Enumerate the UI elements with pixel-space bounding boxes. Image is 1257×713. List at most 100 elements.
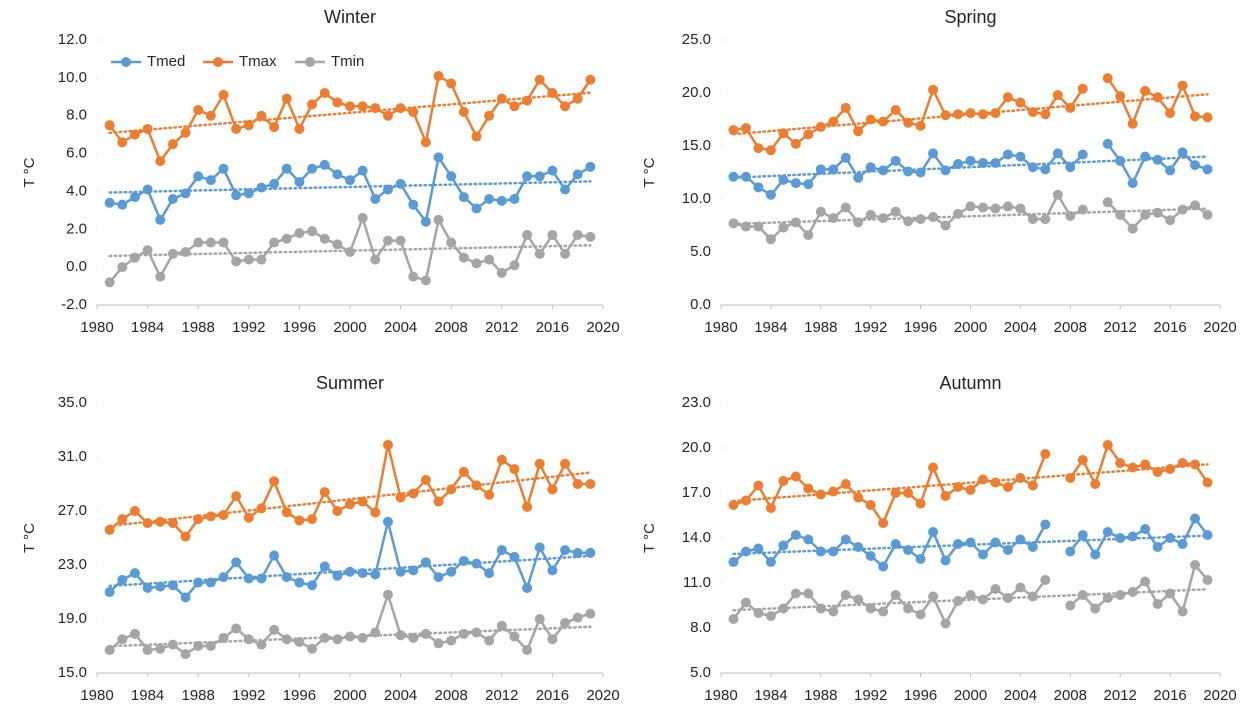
data-point: [382, 235, 393, 246]
data-point: [1077, 149, 1088, 160]
data-point: [357, 496, 368, 507]
data-point: [1152, 92, 1163, 103]
data-point: [180, 188, 191, 199]
data-point: [319, 88, 330, 98]
data-point: [281, 233, 292, 244]
x-tick-label: 1980: [704, 687, 737, 704]
data-point: [522, 501, 533, 512]
data-point: [1115, 458, 1126, 468]
y-tick-label: 17.0: [682, 484, 711, 501]
data-point: [205, 237, 216, 248]
data-point: [408, 271, 419, 282]
chart-panel: Spring T °C 0.0 5.0 10.0 15.0 20.0 25.0 1980 1984…: [641, 7, 1237, 336]
y-tick-label: 5.0: [690, 664, 711, 681]
data-point: [1077, 590, 1088, 600]
data-point: [953, 109, 964, 120]
x-tick-label: 2008: [1054, 319, 1087, 336]
data-point: [307, 163, 318, 174]
data-point: [977, 157, 988, 168]
data-point: [256, 639, 267, 650]
data-point: [977, 594, 988, 605]
data-point: [231, 557, 242, 568]
data-point: [965, 155, 976, 166]
data-point: [1027, 162, 1038, 173]
data-point: [180, 649, 191, 660]
data-point: [294, 176, 305, 187]
data-point: [382, 516, 393, 527]
data-point: [790, 217, 801, 228]
data-point: [915, 120, 926, 131]
data-point: [765, 189, 776, 200]
x-tick-label: 1988: [804, 687, 837, 704]
x-tick-label: 2012: [485, 687, 518, 704]
data-point: [256, 254, 267, 265]
data-point: [828, 164, 839, 175]
x-tick-label: 2016: [1153, 319, 1186, 336]
data-point: [256, 182, 267, 193]
data-point: [243, 512, 254, 523]
data-point: [940, 555, 951, 566]
data-point: [218, 89, 229, 100]
data-point: [572, 229, 583, 240]
data-point: [585, 547, 596, 558]
data-point: [1002, 482, 1013, 492]
legend-label: Tmin: [331, 53, 364, 70]
chart-title: Autumn: [939, 373, 1001, 393]
data-point: [370, 194, 381, 204]
data-point: [740, 171, 751, 182]
data-point: [484, 489, 495, 500]
data-point: [1065, 102, 1076, 113]
data-point: [1177, 147, 1188, 158]
data-point: [753, 480, 764, 491]
data-point: [1015, 534, 1026, 545]
data-point: [269, 550, 280, 561]
data-point: [458, 252, 469, 263]
data-point: [1127, 587, 1138, 597]
data-point: [1165, 165, 1176, 176]
data-point: [117, 634, 128, 645]
y-tick-label: 4.0: [66, 182, 87, 199]
data-point: [205, 511, 216, 522]
y-tick-label: -2.0: [61, 296, 87, 313]
data-point: [357, 165, 368, 176]
data-point: [522, 582, 533, 593]
data-point: [585, 231, 596, 242]
data-point: [1002, 149, 1013, 160]
data-point: [753, 143, 764, 154]
data-point: [167, 518, 178, 529]
data-point: [853, 217, 864, 228]
data-point: [243, 254, 254, 265]
data-point: [547, 88, 558, 98]
x-tick-label: 2004: [384, 319, 417, 336]
data-point: [1002, 201, 1013, 212]
data-point: [281, 634, 292, 645]
data-point: [534, 458, 545, 469]
data-point: [332, 570, 343, 581]
data-point: [281, 507, 292, 518]
y-tick-label: 23.0: [58, 556, 87, 573]
y-tick-label: 6.0: [66, 145, 87, 162]
data-point: [104, 587, 115, 597]
data-point: [471, 131, 482, 142]
data-point: [167, 194, 178, 204]
data-point: [828, 546, 839, 557]
data-point: [1052, 189, 1063, 200]
data-point: [815, 489, 826, 500]
data-point: [965, 537, 976, 548]
data-point: [395, 178, 406, 189]
data-point: [778, 222, 789, 233]
legend-marker: [121, 57, 131, 67]
x-tick-label: 1988: [182, 319, 215, 336]
data-point: [471, 627, 482, 638]
data-point: [803, 129, 814, 140]
data-point: [828, 116, 839, 127]
data-point: [104, 645, 115, 656]
data-point: [458, 192, 469, 203]
data-point: [281, 93, 292, 104]
data-point: [977, 109, 988, 120]
data-point: [1027, 214, 1038, 225]
x-tick-label: 1984: [754, 319, 787, 336]
data-point: [1140, 209, 1151, 220]
data-point: [420, 275, 431, 286]
data-point: [1040, 449, 1051, 459]
